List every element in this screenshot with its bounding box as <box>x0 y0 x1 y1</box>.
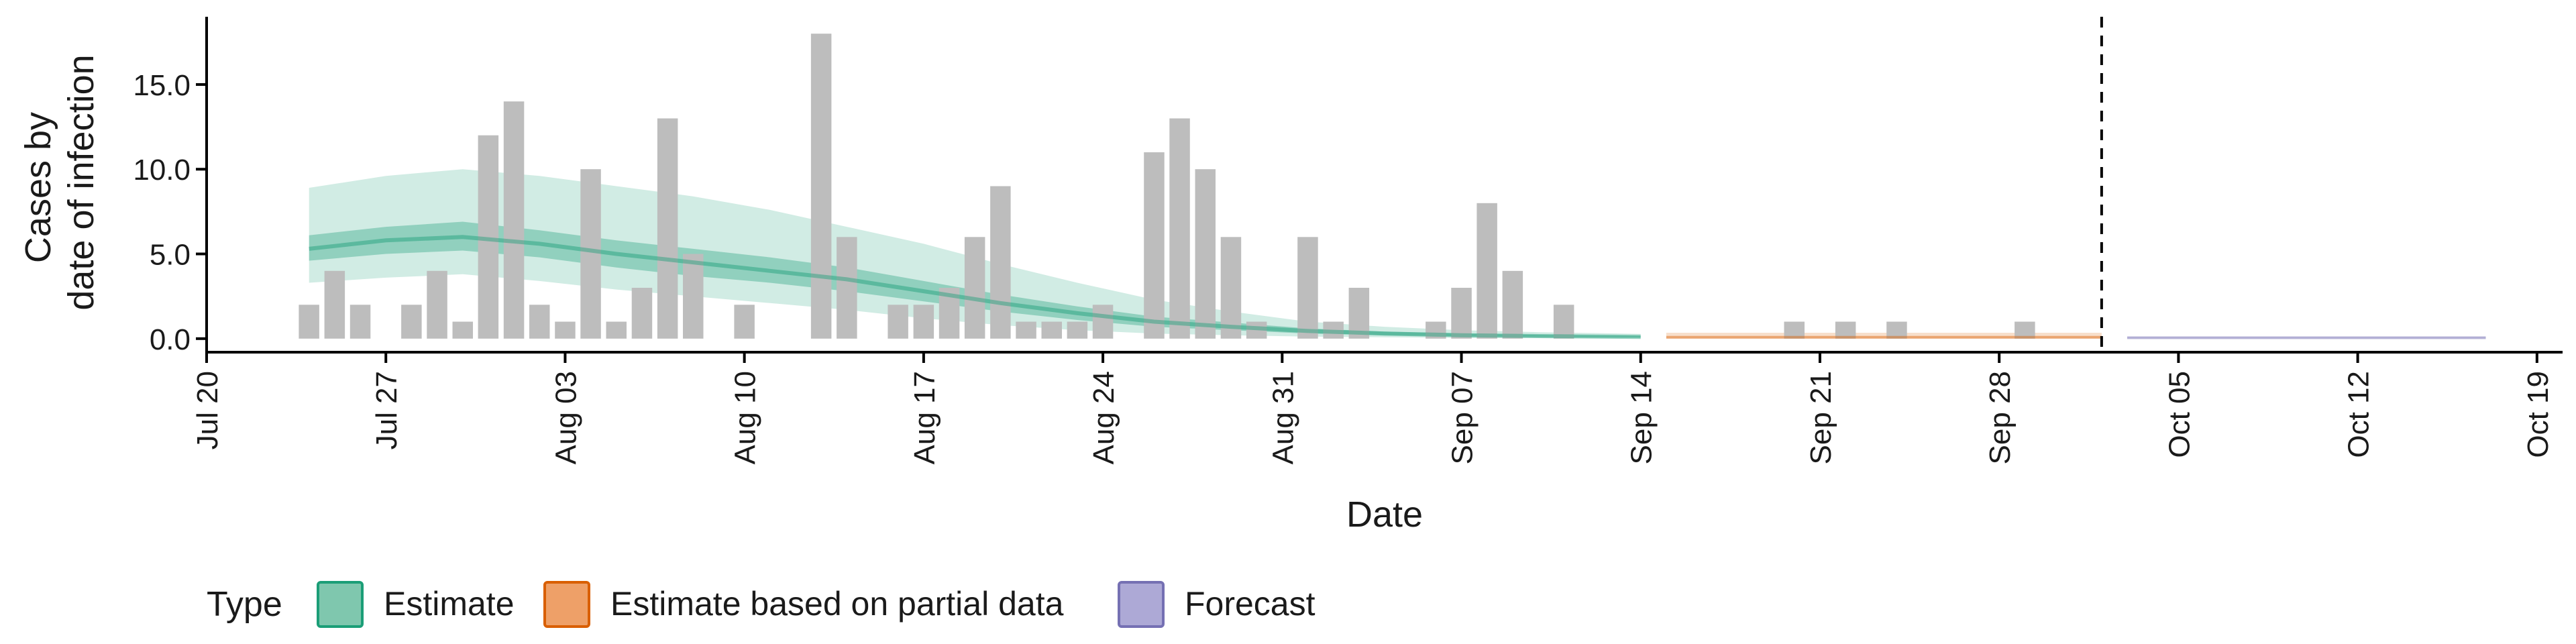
observed-bar <box>810 34 832 339</box>
y-axis-title: Cases by date of infection <box>18 54 101 310</box>
x-tick-label: Aug 10 <box>729 371 762 464</box>
x-tick-label: Sep 14 <box>1625 371 1658 464</box>
observed-bar <box>1348 288 1370 339</box>
observed-bar <box>350 305 371 339</box>
x-tick-label: Sep 21 <box>1805 371 1837 464</box>
observed-bar <box>1835 321 1856 339</box>
observed-bars-layer <box>299 34 2035 339</box>
axes-layer <box>196 17 2563 363</box>
x-tick-label: Oct 19 <box>2522 371 2555 458</box>
observed-bar <box>938 288 960 339</box>
x-tick-label: Aug 24 <box>1087 371 1120 464</box>
x-tick-label: Aug 03 <box>549 371 582 464</box>
observed-bar <box>990 186 1011 339</box>
observed-bar <box>1246 321 1267 339</box>
observed-bar <box>657 118 678 339</box>
observed-bar <box>529 305 550 339</box>
legend-key-forecast <box>1118 581 1165 628</box>
observed-bar <box>1477 203 1497 339</box>
observed-bar <box>837 237 857 339</box>
tick-labels-layer: 0.0 5.0 10.0 15.0 Jul 20 Jul 27 Aug 03 Aug 10 Au… <box>133 69 2554 464</box>
observed-bar <box>1220 237 1242 339</box>
median-line-0 <box>309 235 1641 339</box>
y-tick-label: 0.0 <box>150 323 191 356</box>
observed-bar <box>478 135 499 339</box>
observed-bar <box>1502 270 1523 339</box>
x-axis-title: Date <box>1346 494 1423 535</box>
legend-key-partial <box>543 581 590 628</box>
legend-label-estimate: Estimate <box>384 585 515 623</box>
observed-bar <box>1553 305 1574 339</box>
x-tick-label: Aug 31 <box>1267 371 1299 464</box>
observed-bar <box>1092 305 1114 339</box>
ribbon-90-1 <box>1666 333 2102 339</box>
observed-bar <box>1041 321 1062 339</box>
observed-bar <box>1886 321 1907 339</box>
observed-bar <box>888 305 908 339</box>
y-tick-label: 10.0 <box>133 154 191 186</box>
observed-bar <box>1169 118 1190 339</box>
ribbon-50-0 <box>309 221 1641 337</box>
observed-bar <box>503 101 525 339</box>
observed-bar <box>1016 321 1036 339</box>
legend: Type Estimate Estimate based on partial … <box>207 581 1316 628</box>
y-tick-label: 5.0 <box>150 239 191 272</box>
observed-bar <box>683 254 704 339</box>
median-lines-layer <box>309 235 2486 339</box>
observed-bar <box>734 305 755 339</box>
observed-bar <box>1297 237 1318 339</box>
ribbon-90-2 <box>2127 336 2486 339</box>
observed-bar <box>580 169 601 339</box>
observed-bar <box>401 305 422 339</box>
legend-label-partial: Estimate based on partial data <box>610 585 1064 623</box>
observed-bar <box>555 321 576 339</box>
observed-bar <box>964 237 985 339</box>
observed-bar <box>1451 288 1472 339</box>
observed-bar <box>452 321 473 339</box>
observed-bar <box>427 270 447 339</box>
ribbon-90-0 <box>309 169 1641 338</box>
y-tick-label: 15.0 <box>133 69 191 102</box>
observed-bar <box>1784 321 1805 339</box>
observed-bar <box>1144 152 1165 339</box>
x-tick-label: Sep 07 <box>1446 371 1479 464</box>
observed-bar <box>913 305 934 339</box>
observed-bar <box>324 270 345 339</box>
legend-title: Type <box>207 585 282 624</box>
x-tick-label: Jul 20 <box>191 371 224 449</box>
observed-bar <box>2015 321 2035 339</box>
observed-bar <box>606 321 627 339</box>
legend-key-estimate <box>317 581 364 628</box>
observed-bar <box>1195 169 1216 339</box>
ribbon-layer <box>309 169 2486 339</box>
observed-bar <box>1323 321 1344 339</box>
x-tick-label: Oct 05 <box>2163 371 2196 458</box>
x-tick-label: Aug 17 <box>908 371 941 464</box>
y-axis-title-line-2: date of infection <box>61 54 101 310</box>
x-tick-label: Sep 28 <box>1984 371 2017 464</box>
observed-bar <box>299 305 319 339</box>
observed-bar <box>631 288 653 339</box>
x-tick-label: Jul 27 <box>370 371 403 449</box>
y-axis-title-line-1: Cases by <box>18 112 58 263</box>
observed-bar <box>1067 321 1088 339</box>
legend-label-forecast: Forecast <box>1185 585 1316 623</box>
observed-bar <box>1426 321 1446 339</box>
x-tick-label: Oct 12 <box>2343 371 2375 458</box>
